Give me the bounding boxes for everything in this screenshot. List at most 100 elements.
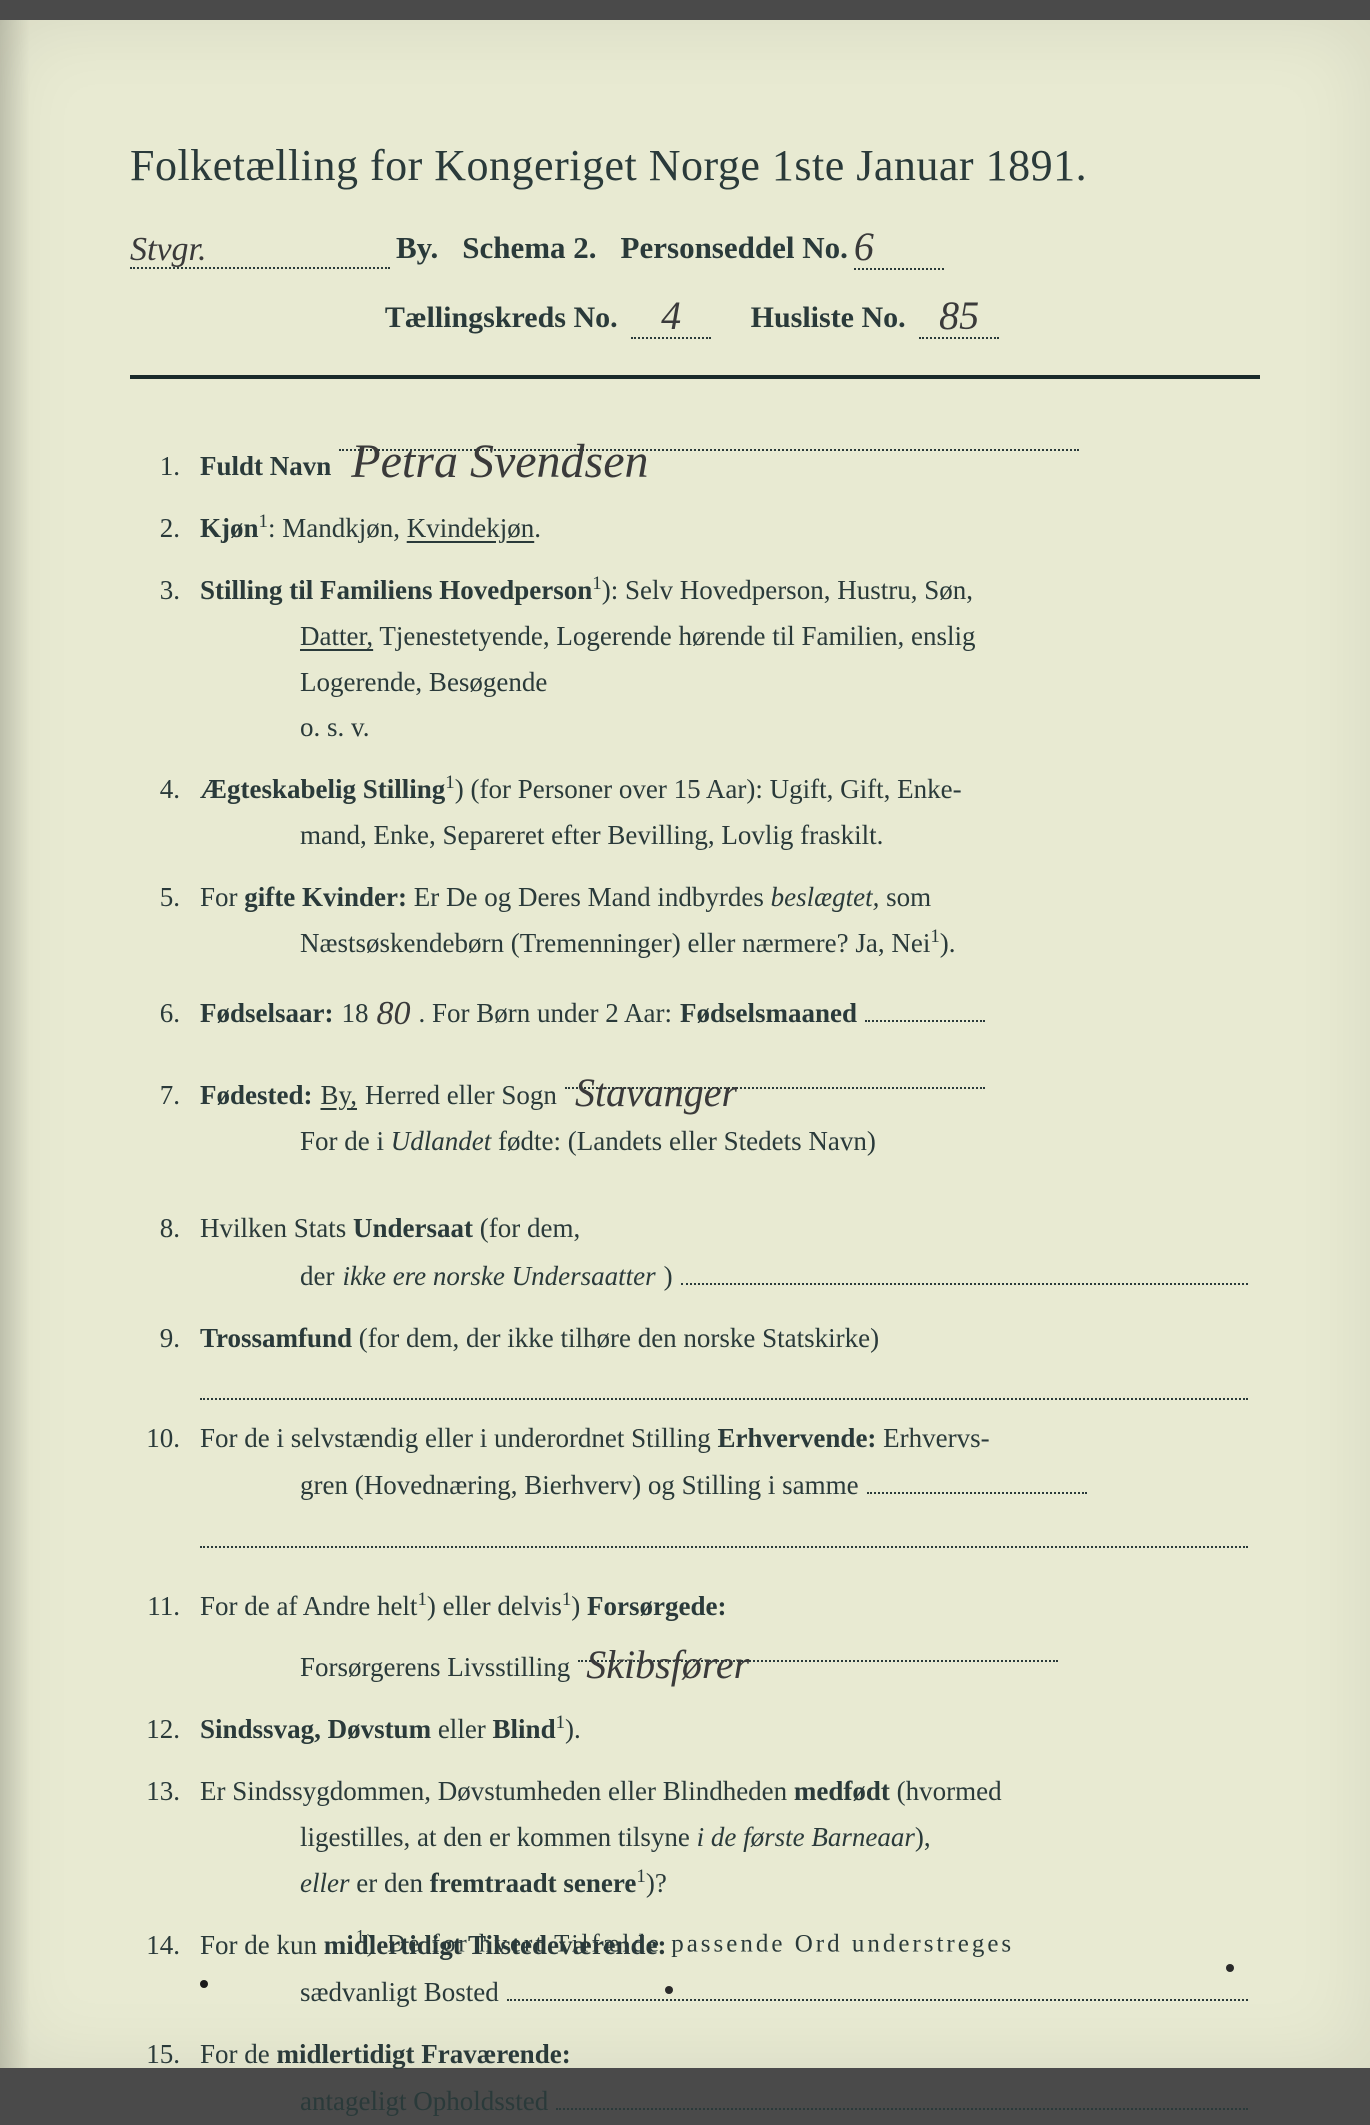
q12-num: 12. (136, 1707, 200, 1753)
q11-field: Skibsfører (578, 1629, 1058, 1661)
q3-line4: o. s. v. (200, 705, 1248, 751)
q5-1c: Er De og Deres Mand indbyrdes (407, 882, 771, 912)
kreds-no-field: 4 (631, 290, 711, 339)
q11-s2: 1 (562, 1589, 571, 1610)
q1-name-field: Petra Svendsen (339, 419, 1079, 451)
footnote-sup: 1 (356, 1926, 367, 1946)
q8-2b: ikke ere norske Undersaatter (342, 1254, 655, 1300)
q13-3b: er den (349, 1868, 429, 1898)
q3-selected: Datter, (300, 621, 373, 651)
q7-label: Fødested: (200, 1073, 312, 1119)
q2-label: Kjøn (200, 513, 259, 543)
q14-field (507, 1969, 1248, 2001)
husliste-no-field: 85 (919, 290, 999, 339)
q12-text: Sindssvag, Døvstum (200, 1714, 431, 1744)
q12-sup: 1 (556, 1712, 565, 1733)
q6-mid: . For Børn under 2 Aar: (418, 991, 671, 1037)
q5-1d: beslægtet, (771, 882, 880, 912)
q13-1b: medfødt (794, 1776, 890, 1806)
footnote: 1) De for hvert Tilfælde passende Ord un… (0, 1926, 1370, 1958)
q12-text2: Blind (493, 1714, 556, 1744)
q14-line2: sædvanligt Bosted (300, 1970, 499, 2016)
q4-line2: mand, Enke, Separeret efter Bevilling, L… (200, 813, 1248, 859)
seddel-no-field: 6 (854, 221, 944, 270)
q4-num: 4. (136, 767, 200, 813)
q6-num: 6. (136, 991, 200, 1037)
question-4: 4. Ægteskabelig Stilling1) (for Personer… (136, 767, 1248, 859)
question-1: 1. Fuldt Navn Petra Svendsen (136, 419, 1248, 490)
schema-label: Schema 2. (462, 230, 596, 266)
question-6: 6. Fødselsaar: 1880. For Børn under 2 Aa… (136, 983, 1248, 1041)
question-10: 10. For de i selvstændig eller i underor… (136, 1416, 1248, 1548)
q3-line3: Logerende, Besøgende (200, 660, 1248, 706)
q15-num: 15. (136, 2032, 200, 2078)
q8-1a: Hvilken Stats (200, 1213, 353, 1243)
q15-line2: antageligt Opholdssted (300, 2079, 548, 2125)
question-9: 9. Trossamfund (for dem, der ikke tilhør… (136, 1316, 1248, 1400)
q6-month-field (865, 990, 985, 1022)
question-11: 11. For de af Andre helt1) eller delvis1… (136, 1584, 1248, 1692)
q8-field (681, 1252, 1248, 1284)
q5-sup: 1 (930, 926, 939, 947)
q7-num: 7. (136, 1073, 200, 1119)
q15-1a: For de (200, 2039, 277, 2069)
scan-shadow (0, 20, 30, 2068)
q13-sup: 1 (636, 1866, 645, 1887)
q13-2a: ligestilles, at den er kommen tilsyne (300, 1822, 697, 1852)
q2-sup: 1 (259, 511, 268, 532)
q4-line1: ) (for Personer over 15 Aar): Ugift, Gif… (455, 774, 962, 804)
q2-tail: . (534, 513, 541, 543)
page-title: Folketælling for Kongeriget Norge 1ste J… (130, 140, 1260, 191)
header-row-2: Tællingskreds No. 4 Husliste No. 85 (130, 290, 1260, 339)
q13-3a: eller (300, 1868, 349, 1898)
q3-sup: 1 (592, 573, 601, 594)
q13-3d: )? (646, 1868, 667, 1898)
q10-field2 (200, 1515, 1248, 1547)
q11-1d: Forsørgede: (587, 1591, 726, 1621)
q8-1c: (for dem, (473, 1213, 580, 1243)
q7-rest: Herred eller Sogn (365, 1073, 557, 1119)
q6-label2: Fødselsmaaned (680, 991, 857, 1037)
q10-line2: gren (Hovednæring, Bierhverv) og Stillin… (300, 1463, 859, 1509)
q11-line2: Forsørgerens Livsstilling (300, 1645, 570, 1691)
q4-label: Ægteskabelig Stilling (200, 774, 445, 804)
q13-num: 13. (136, 1769, 200, 1815)
q7-place-value: Stavanger (565, 1070, 737, 1115)
q5-1a: For (200, 882, 244, 912)
q8-2c: ) (664, 1254, 673, 1300)
city-handwritten: Stvgr. (130, 231, 207, 268)
punch-mark-icon (665, 1986, 673, 1994)
q13-1a: Er Sindssygdommen, Døvstumheden eller Bl… (200, 1776, 794, 1806)
q9-rest: (for dem, der ikke tilhøre den norske St… (352, 1323, 879, 1353)
husliste-label: Husliste No. (751, 301, 906, 334)
question-2: 2. Kjøn1: Mandkjøn, Kvindekjøn. (136, 506, 1248, 552)
seddel-label: Personseddel No. (621, 230, 848, 266)
by-label: By. (396, 230, 438, 266)
q10-1b: Erhvervende: (717, 1423, 876, 1453)
q15-field (556, 2078, 1248, 2110)
seddel-no: 6 (854, 224, 874, 269)
q4-sup: 1 (445, 772, 454, 793)
q6-prefix: 18 (341, 991, 368, 1037)
city-field: Stvgr. (130, 229, 390, 269)
q5-tail: ). (940, 928, 956, 958)
q1-label: Fuldt Navn (200, 444, 331, 490)
q3-label: Stilling til Familiens Hovedperson (200, 575, 592, 605)
q9-num: 9. (136, 1316, 200, 1362)
header-row-1: Stvgr. By. Schema 2. Personseddel No. 6 (130, 221, 1260, 270)
q7-2c: fødte: (Landets eller Stedets Navn) (491, 1126, 876, 1156)
q13-2b: i de første Barneaar (697, 1822, 915, 1852)
kreds-label: Tællingskreds No. (385, 301, 618, 334)
q7-place-field: Stavanger (565, 1057, 985, 1089)
q13-1c: (hvormed (890, 1776, 1002, 1806)
q15-1b: midlertidigt Fraværende: (277, 2039, 571, 2069)
form-body: 1. Fuldt Navn Petra Svendsen 2. Kjøn1: M… (130, 419, 1260, 2125)
q7-2b: Udlandet (391, 1126, 492, 1156)
footnote-text: ) De for hvert Tilfælde passende Ord und… (367, 1930, 1015, 1957)
question-7: 7. Fødested: By, Herred eller Sogn Stava… (136, 1057, 1248, 1165)
q2-num: 2. (136, 506, 200, 552)
q10-1c: Erhvervs- (876, 1423, 989, 1453)
q8-num: 8. (136, 1206, 200, 1252)
q2-selected: Kvindekjøn (407, 513, 535, 543)
question-3: 3. Stilling til Familiens Hovedperson1):… (136, 568, 1248, 752)
